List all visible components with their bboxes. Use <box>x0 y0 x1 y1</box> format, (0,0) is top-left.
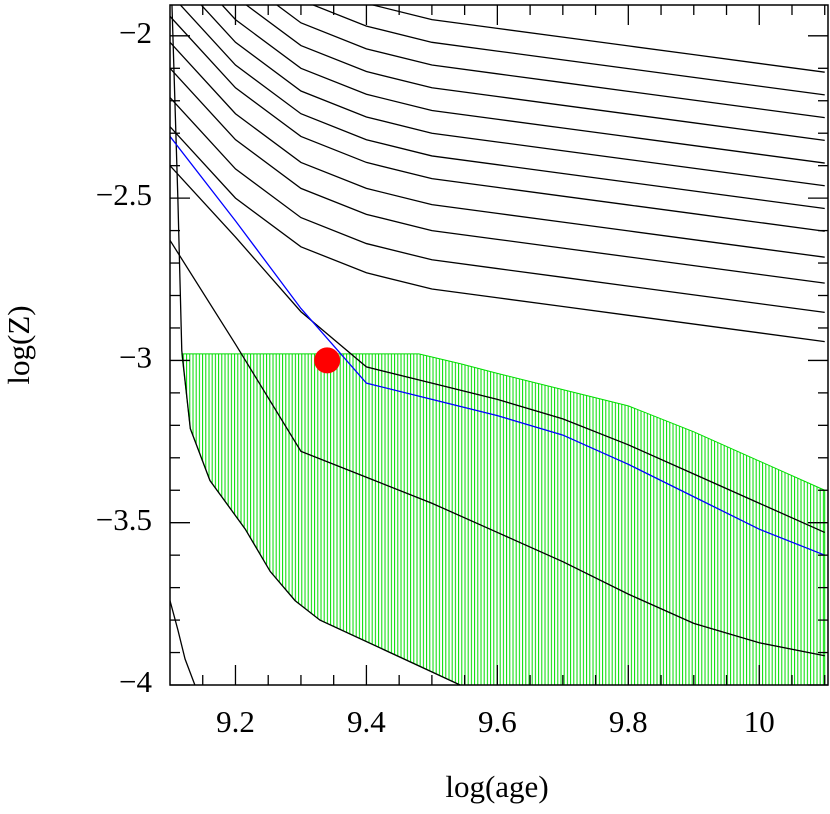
x-tick-label: 9.8 <box>609 704 648 739</box>
curve <box>170 97 825 314</box>
curve <box>170 41 825 258</box>
y-tick-label: −4 <box>119 664 152 699</box>
x-axis-label: log(age) <box>445 769 548 804</box>
curve <box>245 5 825 141</box>
curve <box>170 165 825 534</box>
x-tick-label: 9.6 <box>478 704 517 739</box>
x-tick-label: 9.4 <box>347 704 386 739</box>
x-tick-label: 9.2 <box>216 704 255 739</box>
y-tick-label: −3 <box>119 340 152 375</box>
curve <box>275 5 825 119</box>
curve <box>200 5 825 187</box>
y-axis-label: log(Z) <box>1 305 36 384</box>
curve <box>170 239 825 657</box>
curve <box>170 67 825 284</box>
curve <box>170 126 825 343</box>
curve <box>221 5 825 164</box>
y-tick-label: −2.5 <box>96 177 152 212</box>
marker-point <box>314 347 341 374</box>
plot-area <box>170 5 826 685</box>
curve <box>311 5 825 96</box>
curve <box>179 5 825 210</box>
curve <box>370 5 825 73</box>
y-tick-label: −2 <box>119 15 152 50</box>
x-tick-label: 10 <box>744 704 775 739</box>
plot-frame <box>169 4 829 686</box>
shaded-region <box>181 353 826 685</box>
curve <box>170 600 196 685</box>
curve <box>170 15 825 232</box>
y-tick-label: −3.5 <box>96 502 152 537</box>
curve <box>171 5 462 685</box>
curve <box>170 136 825 556</box>
